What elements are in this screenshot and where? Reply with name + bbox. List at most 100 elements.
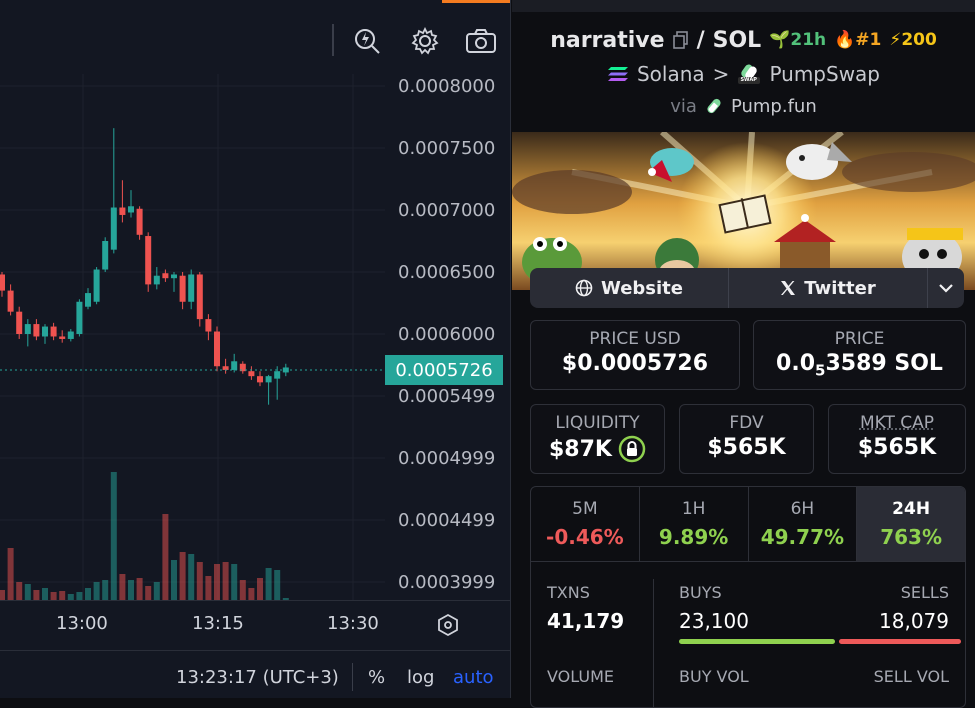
current-price-tag: 0.0005726 <box>385 355 503 385</box>
txns-value: 41,179 <box>547 609 624 633</box>
volume-bar <box>42 588 48 600</box>
globe-icon <box>575 279 593 297</box>
volume-bar <box>223 562 229 600</box>
fdv-card: FDV $565K <box>679 404 814 474</box>
volume-bar <box>137 578 143 600</box>
website-button[interactable]: Website <box>530 268 729 308</box>
social-links-bar: Website Twitter <box>530 268 964 308</box>
volume-bar <box>111 472 117 600</box>
candle-body <box>128 206 134 212</box>
chain-name[interactable]: Solana <box>637 62 705 86</box>
sells-value: 18,079 <box>879 609 949 633</box>
candle-body <box>180 276 186 302</box>
candle-body <box>59 336 65 338</box>
market-cap-card: MKT CAP $565K <box>828 404 966 474</box>
time-axis-label: 13:00 <box>56 613 108 634</box>
volume-bar <box>162 514 168 600</box>
candle-body <box>0 274 5 290</box>
tab-6h[interactable]: 6H 49.77% <box>749 487 858 561</box>
volume-bar <box>231 564 237 600</box>
candle-body <box>137 209 143 235</box>
candle-body <box>119 208 125 215</box>
chart-toolbar <box>0 0 510 74</box>
price-axis-label: 0.0008000 <box>398 76 495 97</box>
candle-body <box>223 366 229 370</box>
candle-body <box>231 361 237 370</box>
percent-toggle[interactable]: % <box>368 667 385 688</box>
fdv-label: FDV <box>680 413 813 433</box>
candle-body <box>16 312 22 334</box>
buys-label: BUYS <box>679 583 722 602</box>
camera-icon[interactable] <box>464 24 498 58</box>
candle-body <box>266 376 272 382</box>
candle-body <box>42 327 48 337</box>
volume-bar <box>180 552 186 600</box>
candle-body <box>8 291 14 312</box>
dex-name[interactable]: PumpSwap <box>769 62 880 86</box>
boost-badge[interactable]: ⚡200 <box>889 30 936 50</box>
fdv-value: $565K <box>680 435 813 460</box>
price-change: 49.77% <box>749 525 857 549</box>
price-usd-value: $0.0005726 <box>531 351 739 376</box>
volume-bar <box>248 588 254 600</box>
candle-body <box>205 319 211 331</box>
candle-body <box>51 327 57 337</box>
twitter-button[interactable]: Twitter <box>729 268 928 308</box>
pill-icon <box>705 97 723 115</box>
candle-body <box>94 270 100 302</box>
time-axis-label: 13:15 <box>192 613 244 634</box>
price-axis-label: 0.0004999 <box>398 448 495 469</box>
tab-24h[interactable]: 24H 763% <box>857 487 965 561</box>
log-toggle[interactable]: log <box>407 667 434 688</box>
chevron-down-icon <box>938 282 954 294</box>
liquidity-value: $87K <box>531 435 664 463</box>
tab-1h[interactable]: 1H 9.89% <box>640 487 749 561</box>
top-strip <box>512 0 975 12</box>
volume-bar <box>0 590 5 600</box>
price-usd-label: PRICE USD <box>531 329 739 349</box>
candle-body <box>197 274 203 319</box>
copy-icon[interactable] <box>673 31 689 49</box>
lightning-search-icon[interactable] <box>350 24 384 58</box>
price-usd-card: PRICE USD $0.0005726 <box>530 320 740 390</box>
volume-bar <box>274 570 280 600</box>
price-axis-label: 0.0006500 <box>398 262 495 283</box>
candle-body <box>274 371 280 378</box>
sell-volume-label: SELL VOL <box>874 667 949 686</box>
breadcrumb-separator: > <box>713 62 730 86</box>
candle-body <box>248 371 254 376</box>
price-sol-label: PRICE <box>754 329 965 349</box>
x-logo-icon <box>780 280 796 296</box>
clock-readout: 13:23:17 (UTC+3) <box>176 667 339 688</box>
candle-body <box>171 274 177 278</box>
chain-breadcrumb: Solana > SWAP PumpSwap <box>512 60 975 88</box>
gear-icon[interactable] <box>408 24 442 58</box>
volume-bar <box>94 582 100 600</box>
buys-value: 23,100 <box>679 609 749 633</box>
price-axis-label: 0.0004499 <box>398 510 495 531</box>
token-info-pane: narrative / SOL 🌱21h 🔥#1 ⚡200 Solana > S… <box>512 0 975 698</box>
more-links-button[interactable] <box>928 268 964 308</box>
flame-icon: 🔥 <box>834 30 855 50</box>
buys-ratio-bar <box>679 639 835 644</box>
candle-body <box>214 332 220 367</box>
price-change: 763% <box>857 525 965 549</box>
auto-toggle[interactable]: auto <box>453 667 494 688</box>
liquidity-label: LIQUIDITY <box>531 413 664 433</box>
launchpad-name[interactable]: Pump.fun <box>731 96 817 117</box>
tab-label: 5M <box>531 499 639 519</box>
volume-bar <box>266 568 272 600</box>
volume-bar <box>16 582 22 600</box>
candle-body <box>162 273 168 278</box>
token-name: narrative <box>550 28 664 53</box>
timeframe-tabs: 5M -0.46% 1H 9.89% 6H 49.77% 24H 763% <box>531 487 965 562</box>
volume-bar <box>171 560 177 600</box>
market-cap-label: MKT CAP <box>829 413 965 433</box>
hexagon-settings-icon[interactable] <box>436 613 460 641</box>
pair-slash: / <box>697 28 705 53</box>
volume-bar <box>197 562 203 600</box>
tab-5m[interactable]: 5M -0.46% <box>531 487 640 561</box>
candle-body <box>85 293 91 307</box>
price-axis-label: 0.0007000 <box>398 200 495 221</box>
volume-bar <box>128 580 134 600</box>
